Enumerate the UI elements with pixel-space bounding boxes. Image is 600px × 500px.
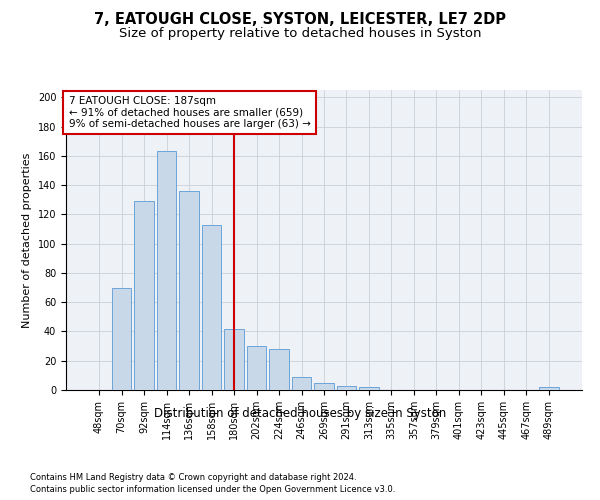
Text: Size of property relative to detached houses in Syston: Size of property relative to detached ho… xyxy=(119,28,481,40)
Text: Contains HM Land Registry data © Crown copyright and database right 2024.: Contains HM Land Registry data © Crown c… xyxy=(30,472,356,482)
Bar xyxy=(247,346,266,390)
Bar xyxy=(539,387,559,390)
Bar xyxy=(202,224,221,390)
Bar xyxy=(179,191,199,390)
Y-axis label: Number of detached properties: Number of detached properties xyxy=(22,152,32,328)
Bar xyxy=(314,382,334,390)
Bar xyxy=(157,152,176,390)
Bar xyxy=(337,386,356,390)
Text: Contains public sector information licensed under the Open Government Licence v3: Contains public sector information licen… xyxy=(30,485,395,494)
Text: 7, EATOUGH CLOSE, SYSTON, LEICESTER, LE7 2DP: 7, EATOUGH CLOSE, SYSTON, LEICESTER, LE7… xyxy=(94,12,506,28)
Text: 7 EATOUGH CLOSE: 187sqm
← 91% of detached houses are smaller (659)
9% of semi-de: 7 EATOUGH CLOSE: 187sqm ← 91% of detache… xyxy=(68,96,310,129)
Bar xyxy=(359,387,379,390)
Bar xyxy=(224,328,244,390)
Bar xyxy=(112,288,131,390)
Text: Distribution of detached houses by size in Syston: Distribution of detached houses by size … xyxy=(154,408,446,420)
Bar xyxy=(134,201,154,390)
Bar xyxy=(292,377,311,390)
Bar xyxy=(269,349,289,390)
